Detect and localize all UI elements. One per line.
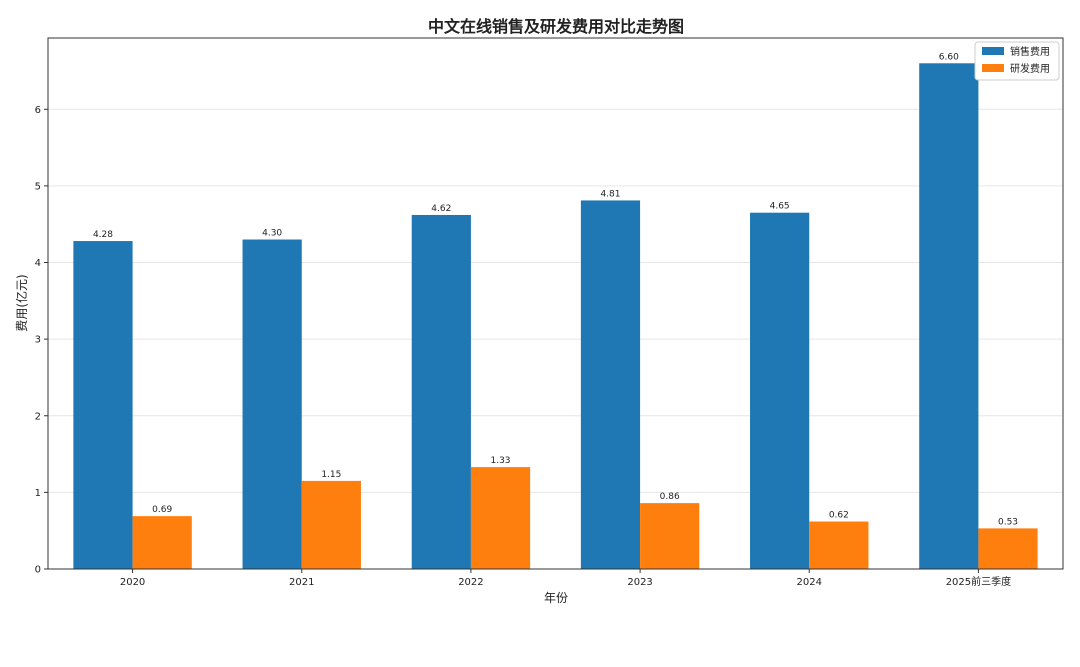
x-axis: 2020 2021 2022 2023 2024 2025前三季度	[120, 569, 1011, 588]
y-tick-label: 4	[35, 258, 41, 269]
y-tick-label: 1	[35, 488, 41, 499]
bar-rnd	[978, 528, 1038, 569]
data-label-sales: 4.28	[93, 230, 113, 240]
x-tick-label: 2022	[458, 577, 483, 588]
grid-lines	[48, 108, 1063, 493]
data-label-rnd: 1.33	[490, 456, 510, 466]
x-tick-label: 2020	[120, 577, 145, 588]
x-tick-label: 2023	[627, 577, 652, 588]
y-tick-label: 6	[35, 105, 41, 116]
chart-title: 中文在线销售及研发费用对比走势图	[428, 17, 684, 36]
bar-sales	[411, 215, 471, 569]
data-label-sales: 4.62	[431, 204, 451, 214]
y-axis: 0 1 2 3 4 5 6	[35, 105, 48, 576]
data-label-sales: 6.60	[939, 52, 959, 62]
y-tick-label: 2	[35, 411, 41, 422]
bar-rnd	[132, 516, 192, 569]
data-label-sales: 4.81	[600, 189, 620, 199]
y-tick-label: 5	[35, 181, 41, 192]
bar-sales	[242, 239, 302, 570]
legend-label-rnd: 研发费用	[1010, 62, 1050, 75]
bar-sales	[919, 63, 979, 570]
legend: 销售费用 研发费用	[974, 41, 1060, 81]
data-label-rnd: 0.62	[829, 510, 849, 520]
data-label-sales: 4.30	[262, 229, 282, 239]
legend-label-sales: 销售费用	[1010, 45, 1050, 58]
bar-rnd	[301, 480, 361, 569]
x-tick-label: 2021	[289, 577, 314, 588]
x-tick-label: 2024	[797, 577, 822, 588]
data-labels: 4.28 0.69 4.30 1.15 4.62 1.33 4.81 0.86 4.65 0.62…	[93, 52, 1018, 527]
x-axis-label: 年份	[544, 591, 568, 605]
plot-frame	[47, 37, 1064, 570]
data-label-rnd: 1.15	[321, 470, 341, 480]
y-axis-label: 费用(亿元)	[14, 274, 29, 331]
bar-rnd	[640, 503, 700, 569]
bar-sales	[580, 200, 641, 569]
bar-sales	[73, 241, 133, 569]
data-label-rnd: 0.86	[660, 492, 680, 502]
data-label-rnd: 0.69	[152, 505, 172, 515]
legend-swatch-rnd	[982, 64, 1004, 72]
data-label-sales: 4.65	[770, 202, 790, 212]
bar-sales	[750, 212, 810, 569]
data-label-rnd: 0.53	[998, 517, 1018, 527]
bar-rnd	[470, 467, 531, 569]
y-tick-label: 3	[35, 335, 41, 346]
legend-swatch-sales	[982, 47, 1004, 55]
bars	[73, 63, 1038, 570]
x-tick-label: 2025前三季度	[946, 575, 1011, 588]
bar-rnd	[809, 521, 869, 569]
y-tick-label: 0	[35, 565, 41, 576]
